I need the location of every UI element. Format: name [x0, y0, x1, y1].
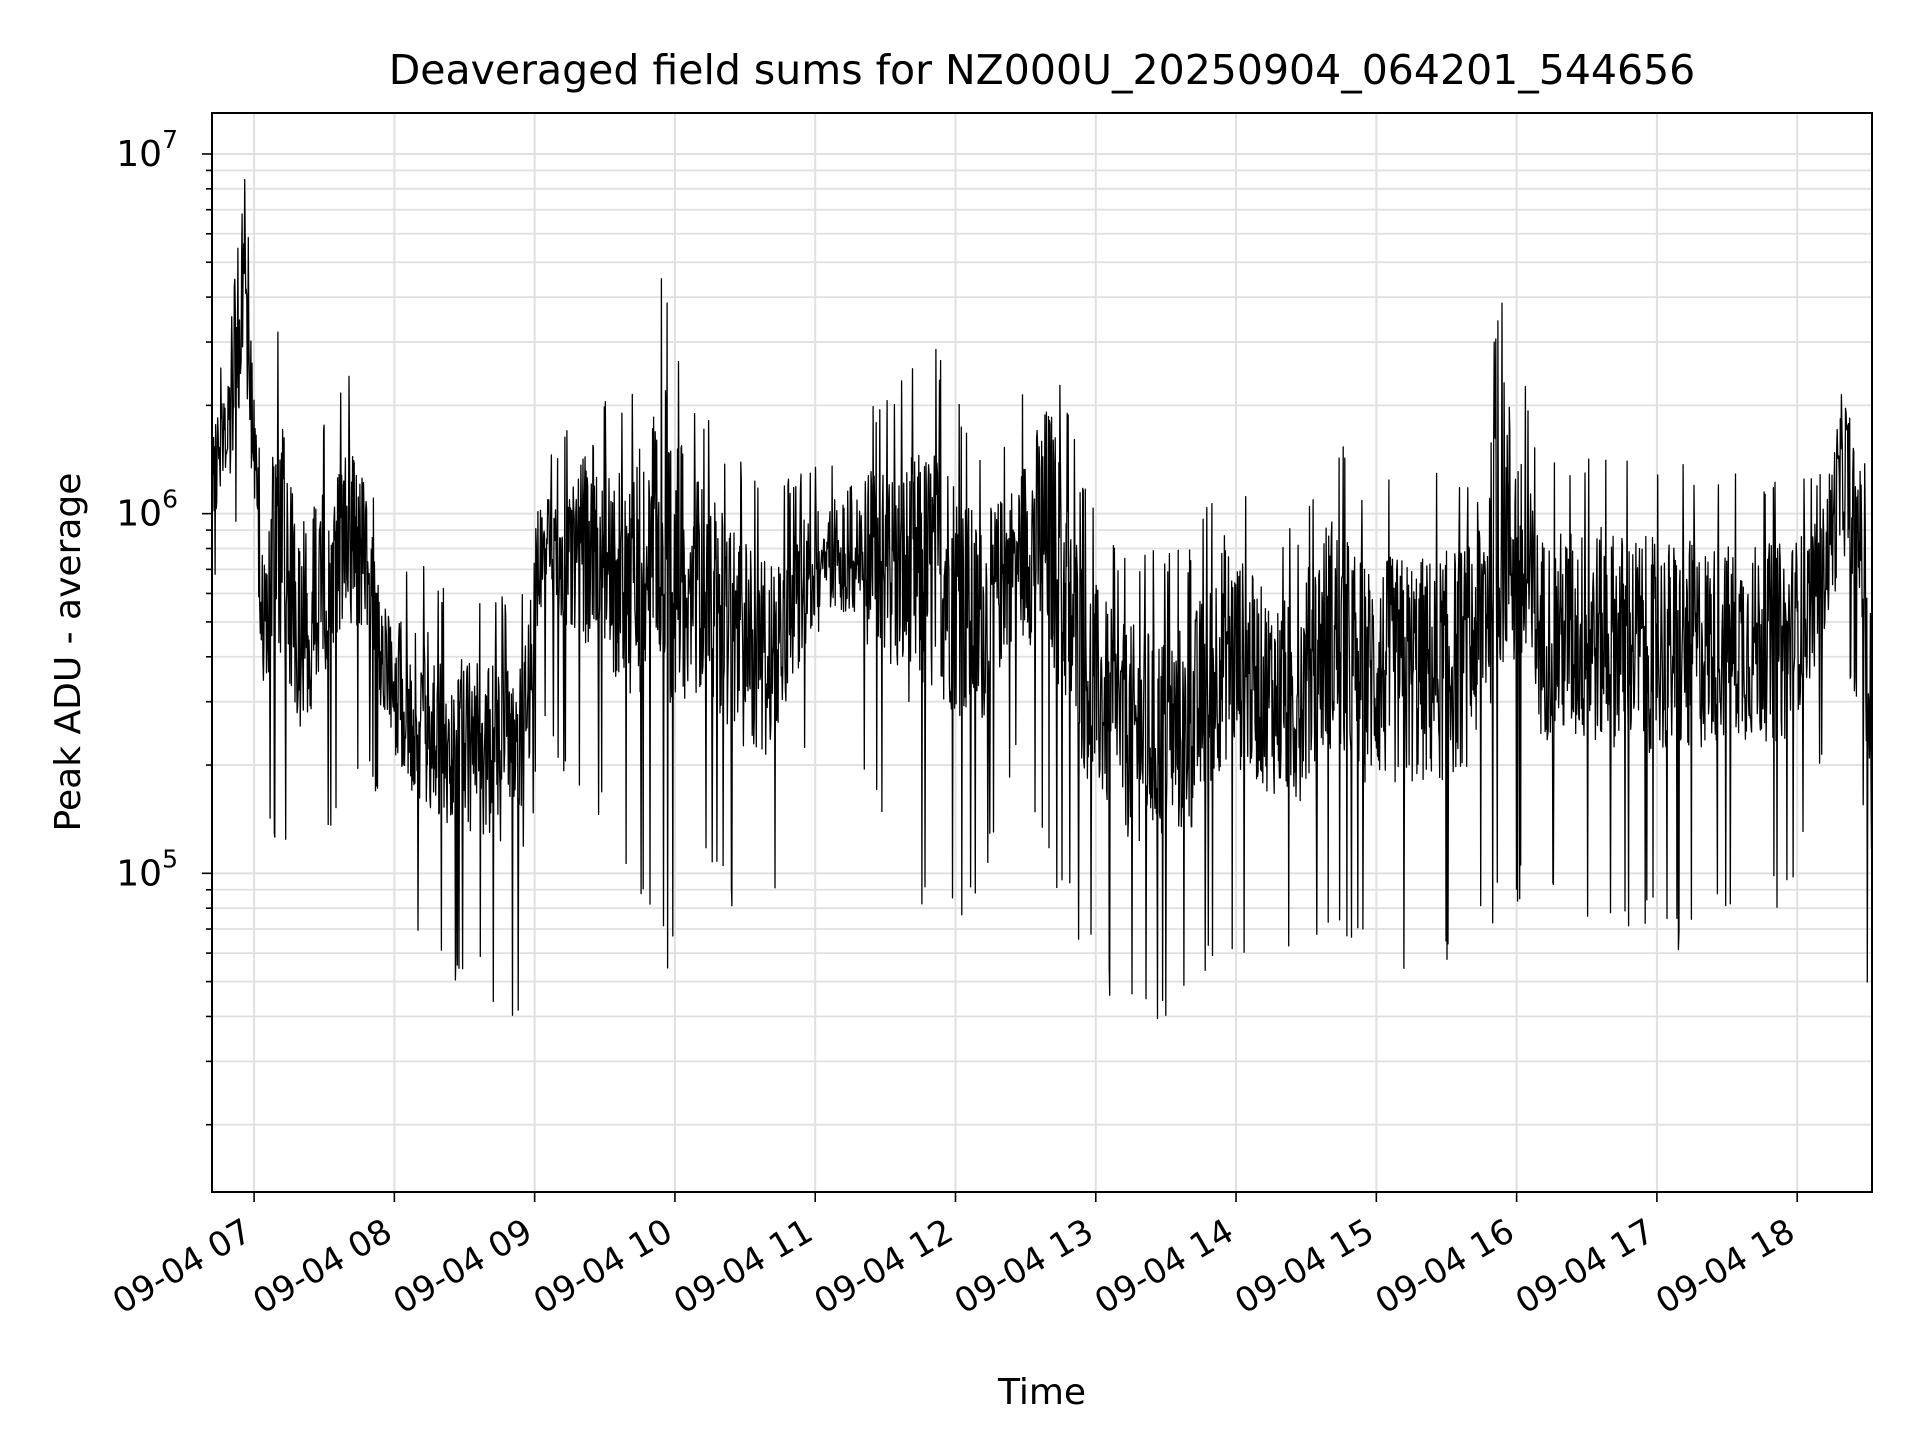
y-axis-label: Peak ADU - average	[48, 473, 89, 832]
x-tick-label: 09-04 18	[1649, 1211, 1801, 1322]
y-tick-base: 10	[116, 134, 162, 175]
y-tick-base: 10	[116, 853, 162, 894]
y-tick-exponent: 6	[162, 485, 178, 514]
x-tick-label: 09-04 07	[106, 1211, 258, 1322]
series-line	[211, 178, 1873, 1020]
x-tick-label: 09-04 10	[527, 1211, 679, 1322]
y-tick-label: 107	[116, 125, 178, 175]
x-axis-label: Time	[997, 1372, 1086, 1413]
x-tick-label: 09-04 11	[667, 1211, 819, 1322]
data-series	[211, 178, 1873, 1020]
chart-title: Deaveraged field sums for NZ000U_2025090…	[389, 46, 1696, 94]
y-tick-base: 10	[116, 494, 162, 535]
y-tick-label: 105	[116, 844, 178, 894]
x-tick-label: 09-04 12	[808, 1211, 960, 1322]
x-tick-label: 09-04 08	[246, 1211, 398, 1322]
x-tick-label: 09-04 14	[1088, 1211, 1240, 1322]
plot-frame	[211, 112, 1873, 1193]
y-tick-label: 106	[116, 485, 178, 535]
x-tick-label: 09-04 13	[948, 1211, 1100, 1322]
y-tick-exponent: 7	[162, 125, 178, 154]
x-tick-label: 09-04 16	[1369, 1211, 1521, 1322]
x-tick-label: 09-04 09	[387, 1211, 539, 1322]
x-tick-label: 09-04 17	[1509, 1211, 1661, 1322]
y-tick-exponent: 5	[162, 844, 178, 873]
x-tick-label: 09-04 15	[1228, 1211, 1380, 1322]
